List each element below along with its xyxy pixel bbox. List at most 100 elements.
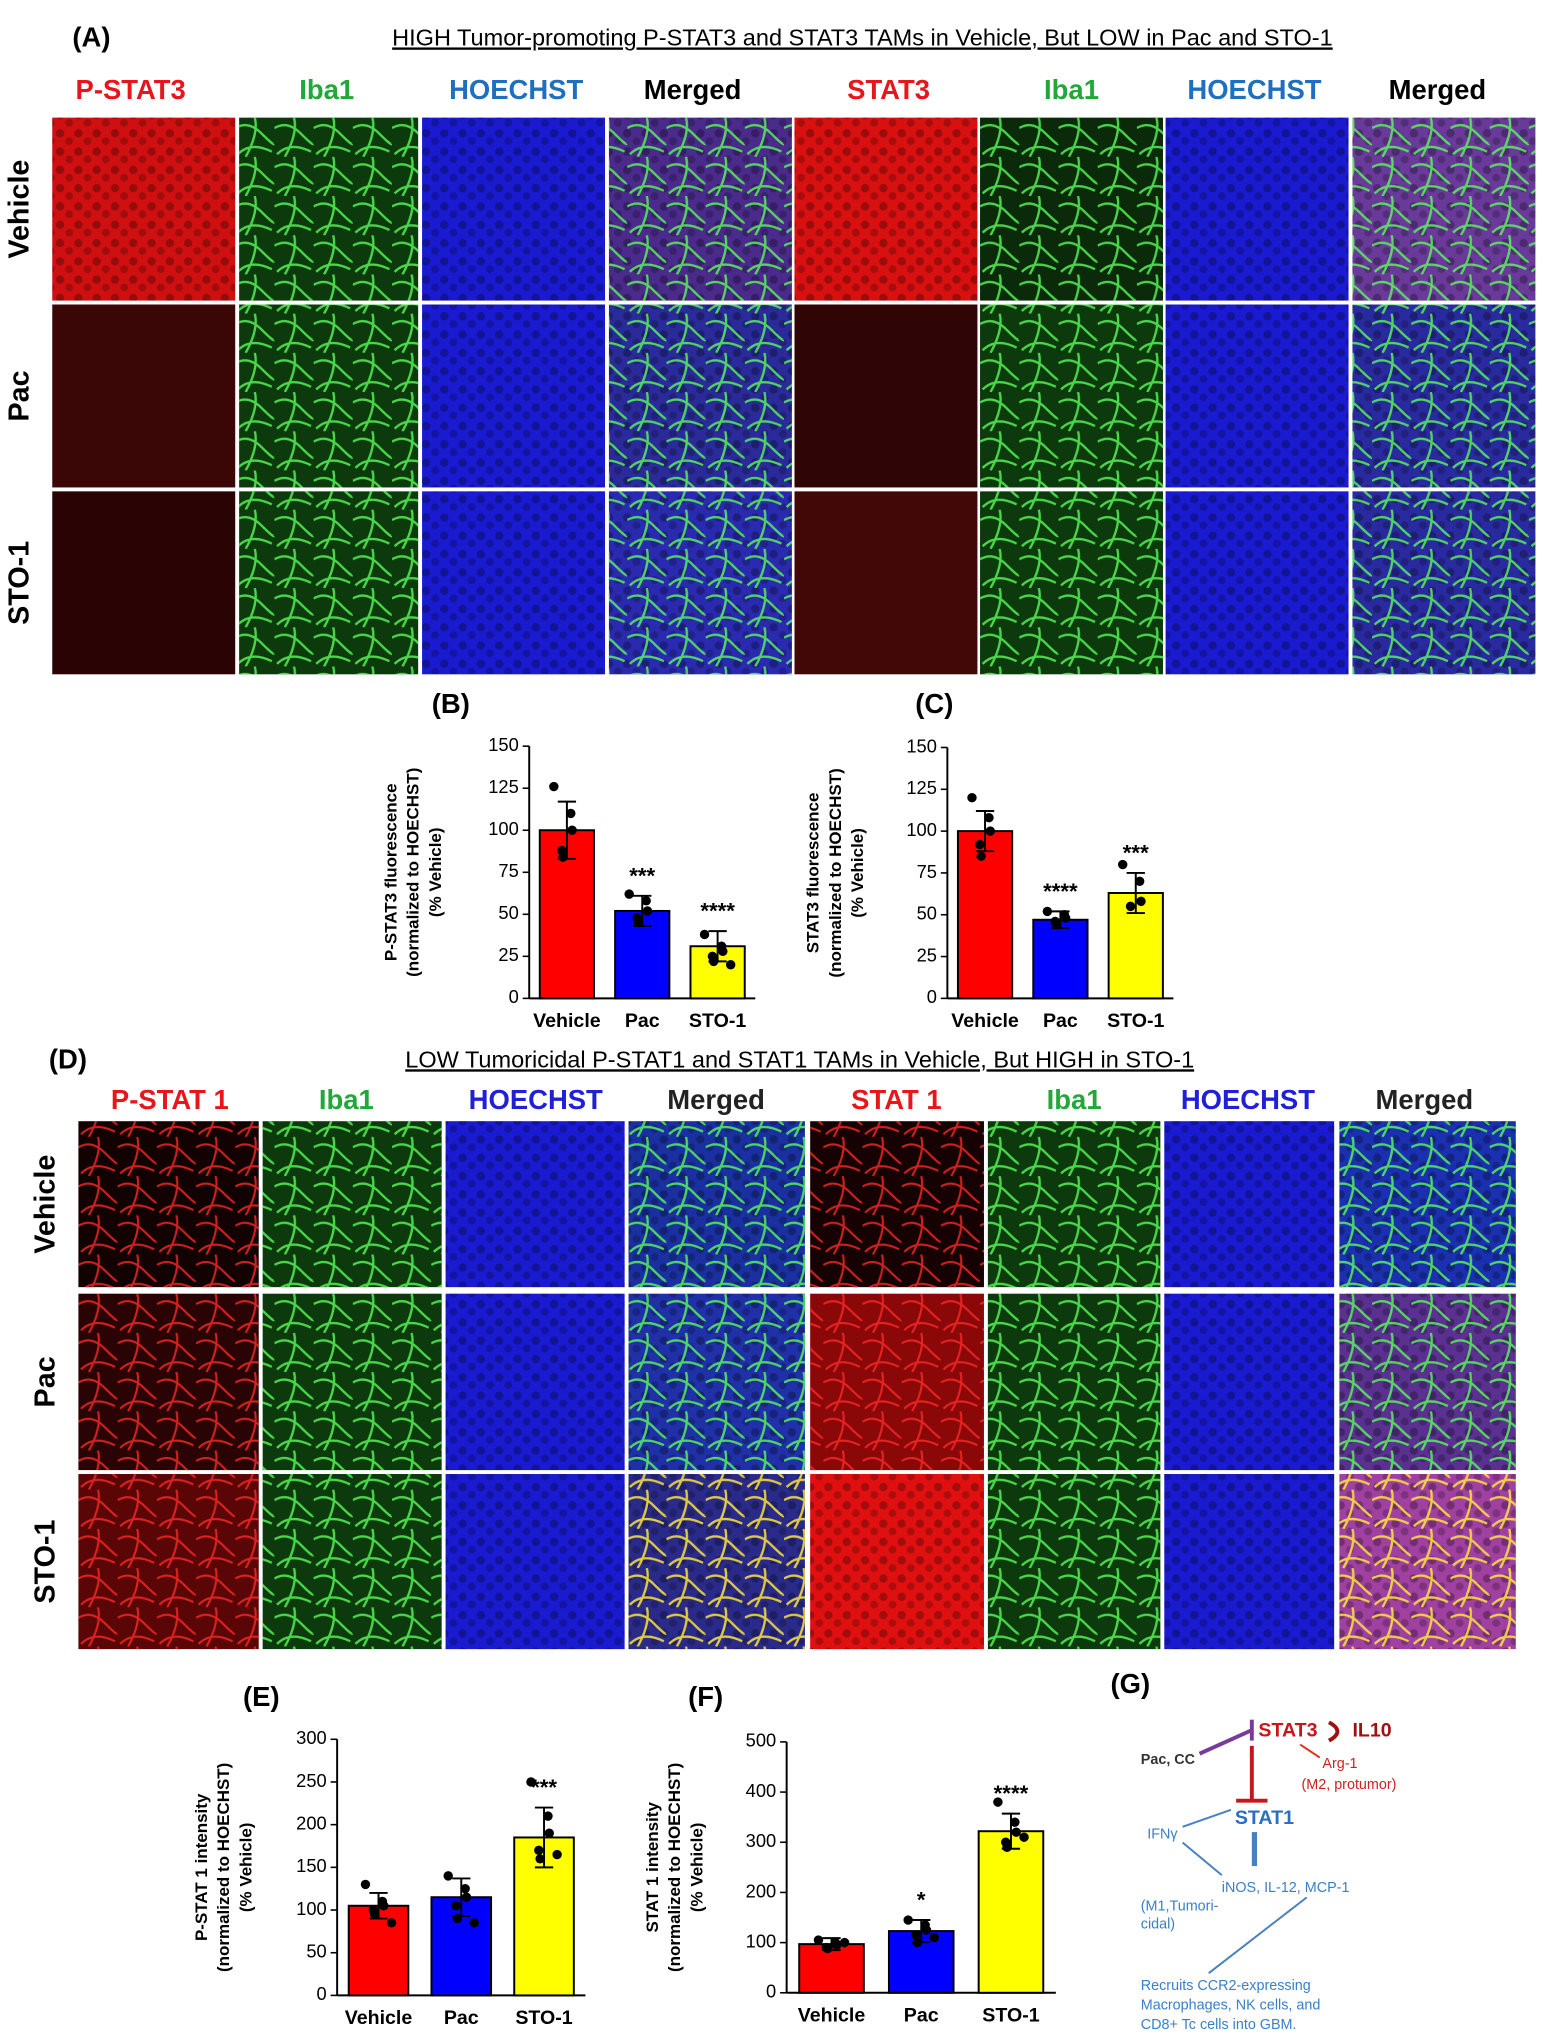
data-point	[929, 1932, 940, 1943]
y-axis-label: (% Vehicle)	[426, 827, 445, 917]
loop-arrow	[1327, 1720, 1340, 1743]
micrograph-texture	[1165, 117, 1349, 301]
x-tick-label: Vehicle	[345, 2007, 413, 2029]
y-tick-label: 200	[296, 1812, 327, 1833]
note-m1: (M1,Tumori-	[1141, 1898, 1219, 1914]
y-tick-label: 300	[296, 1727, 327, 1748]
micrograph	[794, 304, 978, 488]
node-arg: Arg-1	[1322, 1756, 1357, 1772]
y-tick-label: 125	[488, 776, 519, 797]
y-tick-label: 400	[746, 1780, 777, 1801]
micrograph-texture	[628, 1121, 805, 1288]
y-tick-label: 75	[498, 860, 518, 881]
column-header: Iba1	[1047, 1084, 1102, 1115]
y-tick-label: 300	[746, 1830, 777, 1851]
data-point	[526, 1777, 536, 1787]
micrograph-texture	[239, 117, 419, 301]
data-point	[718, 946, 728, 956]
micrograph	[52, 491, 236, 675]
data-point	[1011, 1827, 1021, 1837]
panel-label: (G)	[1111, 1668, 1151, 1699]
y-tick-label: 150	[296, 1855, 327, 1876]
y-tick-label: 50	[306, 1941, 326, 1962]
data-point	[461, 1892, 472, 1902]
micrograph-texture	[239, 304, 419, 488]
data-point	[460, 1883, 470, 1894]
panel-label: (C)	[915, 688, 953, 719]
data-point	[967, 792, 977, 803]
y-tick-label: 150	[488, 734, 519, 755]
x-tick-label: Vehicle	[951, 1010, 1019, 1032]
data-point	[1019, 1832, 1029, 1842]
panel-label: (E)	[243, 1681, 280, 1712]
data-point	[535, 1854, 545, 1864]
x-tick-label: Vehicle	[533, 1010, 601, 1032]
bar	[798, 1943, 865, 1994]
arrow	[1182, 1808, 1232, 1828]
y-tick-label: 150	[906, 735, 937, 756]
x-tick-label: STO-1	[1107, 1010, 1164, 1032]
y-axis-label: (% Vehicle)	[236, 1823, 255, 1913]
micrograph-texture	[980, 304, 1163, 488]
micrograph-texture	[1164, 1121, 1335, 1288]
y-axis-label: P-STAT3 fluorescence	[382, 783, 401, 961]
data-point	[1117, 859, 1128, 870]
micrograph-texture	[1164, 1474, 1335, 1650]
significance: ****	[700, 899, 735, 924]
column-header: STAT3	[847, 74, 930, 105]
inhibit-arrow	[1236, 1745, 1268, 1803]
y-tick-label: 25	[498, 944, 518, 965]
micrograph-texture	[1339, 1293, 1516, 1471]
data-point	[641, 896, 651, 906]
significance: *	[917, 1888, 926, 1913]
micrograph-texture	[810, 1474, 984, 1650]
micrograph-texture	[987, 1293, 1161, 1471]
micrograph-texture	[987, 1121, 1161, 1288]
data-point	[976, 851, 986, 861]
bar	[1032, 918, 1089, 1000]
node-stat3: STAT3	[1258, 1720, 1317, 1742]
data-point	[911, 1930, 921, 1940]
x-tick-label: Pac	[904, 2004, 939, 2026]
y-tick-label: 100	[906, 819, 937, 840]
data-point	[534, 1845, 544, 1855]
column-header: STAT 1	[851, 1084, 941, 1115]
y-tick-label: 25	[917, 944, 937, 965]
micrograph-texture	[794, 117, 978, 301]
micrograph-texture	[608, 304, 792, 488]
micrograph-texture	[608, 491, 792, 675]
micrograph-texture	[1165, 491, 1349, 675]
y-tick-label: 100	[488, 818, 519, 839]
column-header: Iba1	[1044, 74, 1099, 105]
micrograph-texture	[1164, 1293, 1335, 1471]
column-header: HOECHST	[1181, 1084, 1315, 1115]
micrograph-texture	[1339, 1121, 1516, 1288]
data-point	[543, 1811, 553, 1821]
node-il10: IL10	[1352, 1720, 1391, 1742]
column-header: HOECHST	[1187, 74, 1321, 105]
column-header: Iba1	[319, 1084, 374, 1115]
micrograph-texture	[810, 1121, 984, 1288]
data-point	[469, 1918, 480, 1928]
data-point	[699, 929, 710, 940]
data-point	[985, 826, 995, 836]
note-m1: cidal)	[1141, 1917, 1175, 1933]
micrograph	[794, 491, 978, 675]
node-stat1: STAT1	[1235, 1807, 1294, 1829]
data-point	[379, 1901, 389, 1911]
data-point	[993, 1797, 1003, 1807]
y-axis-label: (normalized to HOECHST)	[665, 1763, 684, 1972]
data-point	[813, 1935, 824, 1945]
data-point	[975, 839, 985, 850]
data-point	[1051, 920, 1062, 930]
micrograph-texture	[628, 1474, 805, 1650]
column-header: Iba1	[299, 74, 354, 105]
row-label: Vehicle	[4, 160, 36, 259]
panel-label: (A)	[72, 21, 110, 52]
data-point	[386, 1918, 397, 1928]
data-point	[1125, 901, 1136, 912]
data-point	[921, 1925, 932, 1935]
micrograph-texture	[1352, 304, 1536, 488]
arrow	[1208, 1896, 1308, 1974]
y-tick-label: 250	[296, 1770, 327, 1791]
